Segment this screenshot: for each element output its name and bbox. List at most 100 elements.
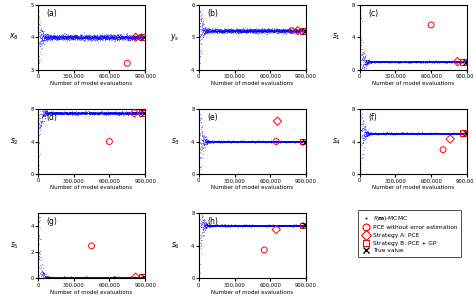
Point (113, 33, 120, 38)
Point (204, 223, 211, 228)
Point (410, 59, 418, 64)
Point (253, 139, 261, 144)
Point (293, 140, 301, 145)
Point (101, 35, 109, 40)
Point (390, 130, 397, 135)
Point (258, 223, 265, 228)
Point (88, 275, 96, 280)
Point (382, 132, 389, 136)
Point (391, 132, 398, 136)
Point (206, 140, 213, 145)
Point (54, 275, 62, 280)
Point (261, 28, 269, 33)
Point (43, 34, 50, 39)
Point (91, 34, 99, 39)
Point (103, 110, 110, 115)
Point (65, 35, 73, 40)
Point (252, 139, 259, 144)
Point (414, 59, 422, 64)
Point (44, 111, 51, 116)
Point (431, 131, 439, 136)
Point (370, 59, 377, 64)
Point (50, 275, 58, 280)
Point (46, 110, 54, 115)
Point (427, 131, 434, 136)
Point (460, 60, 467, 65)
Point (458, 130, 465, 135)
Point (218, 139, 225, 144)
Point (439, 131, 447, 136)
Point (69, 111, 77, 116)
Point (375, 131, 383, 136)
Point (62, 275, 69, 280)
Point (375, 59, 383, 64)
Point (418, 131, 426, 136)
Point (92, 111, 100, 116)
Point (294, 28, 302, 33)
Point (128, 37, 136, 42)
Point (283, 29, 290, 34)
Point (245, 26, 253, 31)
Point (396, 131, 404, 136)
Point (245, 139, 252, 144)
Point (407, 131, 414, 136)
Point (258, 139, 265, 144)
Point (276, 28, 283, 33)
Point (59, 110, 66, 115)
Point (253, 223, 261, 228)
Point (298, 223, 305, 228)
Point (44, 110, 51, 115)
Point (215, 27, 222, 32)
Point (133, 275, 141, 280)
Point (365, 132, 373, 137)
Point (249, 28, 256, 33)
Point (88, 35, 96, 40)
Point (89, 34, 96, 39)
Point (459, 59, 467, 64)
Point (264, 223, 272, 228)
Point (130, 274, 137, 279)
Point (78, 36, 86, 41)
Point (71, 111, 78, 116)
Point (289, 223, 296, 228)
Point (35, 67, 43, 72)
Point (400, 59, 408, 64)
Point (462, 59, 469, 64)
Point (111, 110, 118, 114)
Point (120, 275, 128, 280)
Point (431, 131, 439, 136)
Point (206, 223, 214, 228)
Point (241, 28, 249, 33)
Point (54, 110, 62, 115)
Point (127, 34, 134, 39)
Point (401, 59, 408, 64)
Point (42, 276, 49, 281)
Point (123, 110, 130, 115)
Point (116, 112, 123, 117)
Point (270, 224, 277, 229)
Point (131, 111, 138, 116)
Point (237, 223, 245, 228)
Point (273, 223, 281, 228)
Point (256, 139, 264, 144)
Point (383, 131, 391, 136)
Point (372, 131, 380, 136)
Point (70, 34, 78, 39)
Point (425, 59, 433, 64)
Point (412, 131, 419, 136)
Point (428, 131, 436, 136)
Point (407, 131, 415, 136)
Point (273, 222, 280, 227)
Point (234, 139, 241, 144)
Point (241, 223, 249, 228)
Point (358, 64, 365, 69)
Point (113, 38, 121, 43)
Point (262, 223, 270, 228)
Point (273, 223, 280, 228)
Point (454, 131, 462, 136)
Point (434, 130, 442, 135)
Point (91, 111, 99, 116)
Point (112, 33, 120, 38)
Point (364, 60, 372, 65)
Point (432, 59, 440, 64)
